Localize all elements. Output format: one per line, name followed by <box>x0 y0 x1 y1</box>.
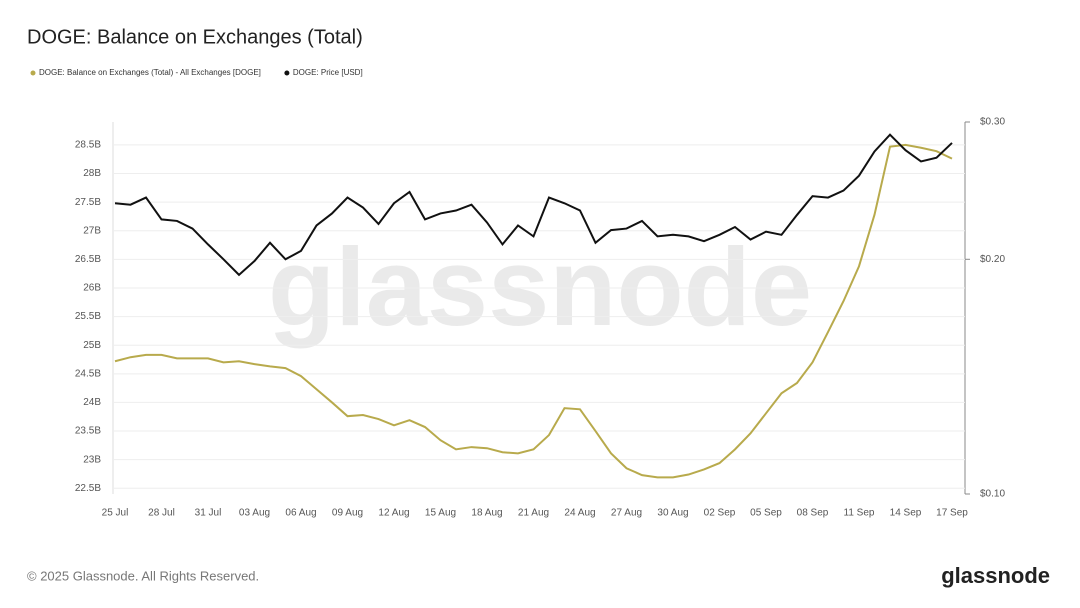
y-tick-label: 24.5B <box>75 368 101 379</box>
y-tick-label: 26B <box>83 283 101 294</box>
x-tick-label: 25 Jul <box>102 508 129 519</box>
x-tick-label: 21 Aug <box>518 508 549 519</box>
x-tick-label: 18 Aug <box>471 508 502 519</box>
x-tick-label: 30 Aug <box>657 508 688 519</box>
x-tick-label: 09 Aug <box>332 508 363 519</box>
footer: © 2025 Glassnode. All Rights Reserved. <box>27 568 259 583</box>
x-tick-label: 27 Aug <box>611 508 642 519</box>
x-tick-label: 06 Aug <box>285 508 316 519</box>
y-tick-label: 25.5B <box>75 311 101 322</box>
legend-swatch <box>284 70 290 76</box>
y-tick-label: 27B <box>83 225 101 236</box>
x-tick-label: 11 Sep <box>844 508 875 519</box>
x-tick-label: 17 Sep <box>936 508 968 519</box>
legend-swatch <box>30 70 36 76</box>
y2-tick-label: $0.30 <box>980 117 1005 128</box>
logo: glassnode <box>941 563 1050 588</box>
x-tick-label: 12 Aug <box>378 508 409 519</box>
y-tick-label: 23B <box>83 454 101 465</box>
chart-title: DOGE: Balance on Exchanges (Total) <box>27 26 363 48</box>
y-tick-label: 25B <box>83 340 101 351</box>
y-tick-label: 23.5B <box>75 426 101 437</box>
y2-tick-label: $0.10 <box>980 489 1005 500</box>
y-tick-label: 22.5B <box>75 483 101 494</box>
x-tick-label: 05 Sep <box>750 508 782 519</box>
x-tick-label: 31 Jul <box>195 508 222 519</box>
x-tick-label: 28 Jul <box>148 508 175 519</box>
y-tick-label: 26.5B <box>75 254 101 265</box>
series-line <box>114 143 953 479</box>
x-tick-label: 08 Sep <box>797 508 829 519</box>
legend-label: DOGE: Balance on Exchanges (Total) - All… <box>39 68 261 77</box>
y-tick-label: 24B <box>83 397 101 408</box>
x-tick-label: 14 Sep <box>890 508 922 519</box>
y-tick-label: 28B <box>83 168 101 179</box>
x-tick-label: 03 Aug <box>239 508 270 519</box>
y-tick-label: 28.5B <box>75 140 101 151</box>
x-tick-label: 02 Sep <box>704 508 736 519</box>
legend-label: DOGE: Price [USD] <box>293 68 363 77</box>
y2-tick-label: $0.20 <box>980 254 1005 265</box>
y-tick-label: 27.5B <box>75 197 101 208</box>
x-tick-label: 24 Aug <box>564 508 595 519</box>
series-line <box>114 133 953 277</box>
x-tick-label: 15 Aug <box>425 508 456 519</box>
